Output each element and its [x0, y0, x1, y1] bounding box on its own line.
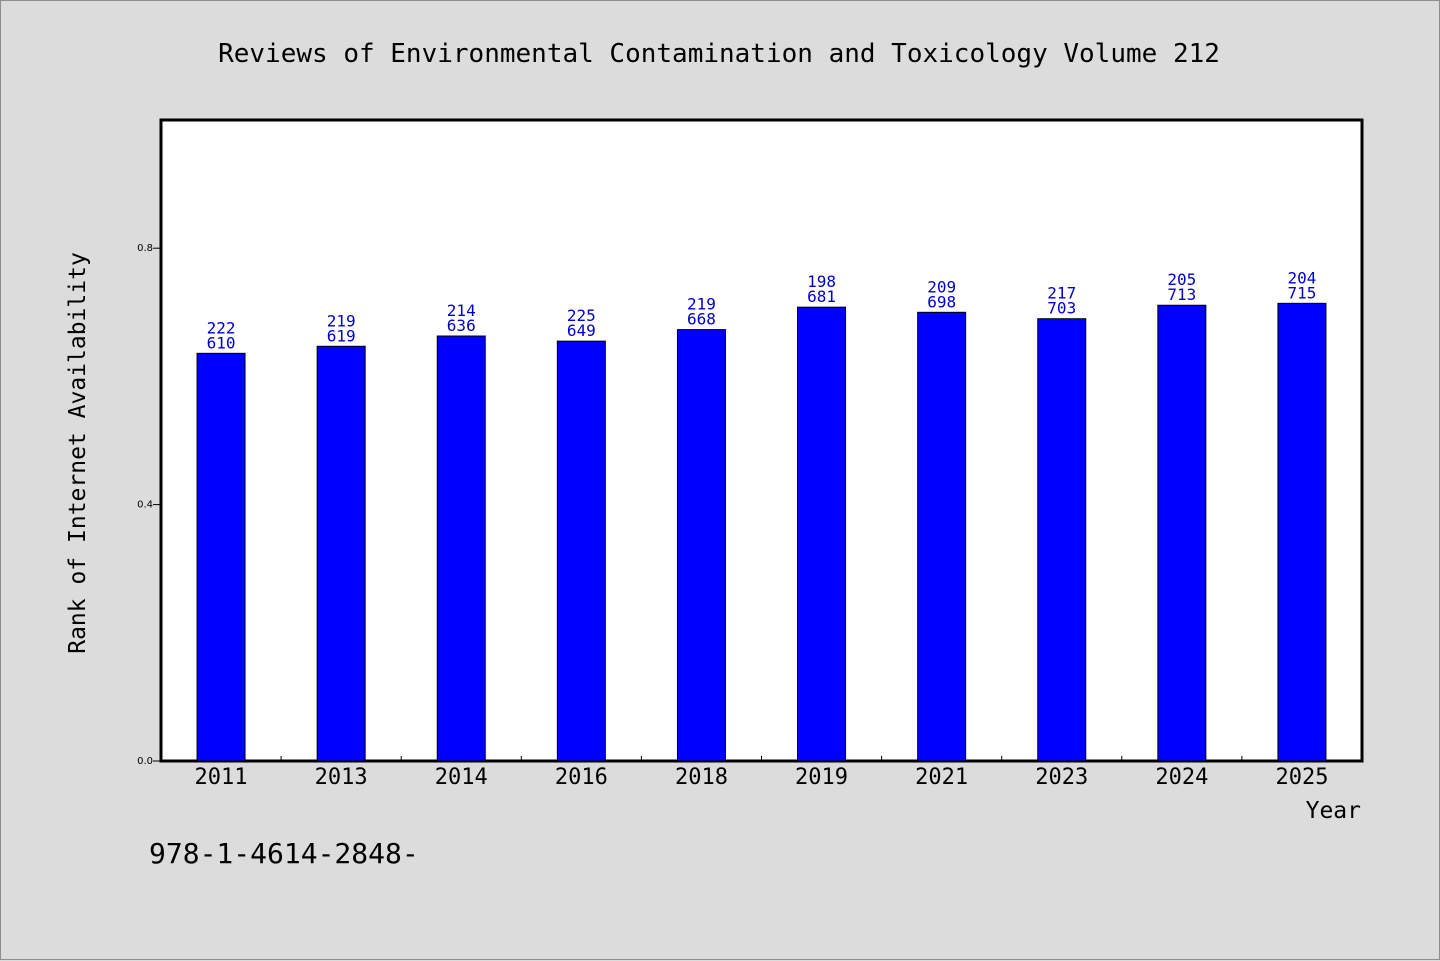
x-tick-label: 2019 — [795, 765, 848, 790]
isbn-footnote: 978-1-4614-2848- — [149, 837, 419, 870]
data-label-bottom: 713 — [1167, 285, 1196, 304]
data-label-top: 217 — [1047, 284, 1076, 303]
data-label-bottom: 619 — [327, 326, 356, 345]
data-label-bottom: 698 — [927, 292, 956, 311]
data-label-bottom: 668 — [687, 310, 716, 329]
x-tick-label: 2025 — [1275, 765, 1328, 790]
data-label-bottom: 649 — [567, 321, 596, 340]
x-tick-label: 2011 — [195, 765, 248, 790]
x-tick-label: 2023 — [1035, 765, 1088, 790]
y-axis: 0.0 0.4 0.8 — [137, 243, 161, 767]
bar — [797, 306, 847, 762]
x-axis: 2011 2013 2014 2016 2018 2019 2021 2023 2024 2025 — [195, 756, 1328, 790]
data-label-top: 219 — [327, 311, 356, 330]
bar — [1157, 304, 1207, 762]
bar — [316, 345, 366, 762]
bar — [556, 340, 606, 762]
data-label-top: 219 — [687, 295, 716, 314]
data-label-bottom: 636 — [447, 316, 476, 335]
data-label-top: 204 — [1287, 268, 1316, 287]
data-label-bottom: 610 — [207, 333, 236, 352]
data-label-bottom: 703 — [1047, 299, 1076, 318]
bar — [676, 329, 726, 762]
data-label-top: 222 — [207, 318, 236, 337]
bar — [436, 335, 486, 762]
data-label-top: 225 — [567, 306, 596, 325]
bar — [196, 352, 246, 762]
x-tick-label: 2013 — [315, 765, 368, 790]
bars — [196, 302, 1327, 762]
x-tick-label: 2016 — [555, 765, 608, 790]
data-label-top: 209 — [927, 277, 956, 296]
x-tick-label: 2024 — [1155, 765, 1208, 790]
data-label-top: 205 — [1167, 270, 1196, 289]
x-tick-label: 2014 — [435, 765, 488, 790]
x-tick-label: 2021 — [915, 765, 968, 790]
bar — [1277, 302, 1327, 762]
data-label-top: 198 — [807, 272, 836, 291]
y-axis-title: Rank of Internet Availability — [65, 252, 91, 654]
y-tick-label: 0.4 — [137, 500, 153, 511]
bar — [1037, 318, 1087, 762]
chart-title: Reviews of Environmental Contamination a… — [218, 39, 1220, 69]
x-axis-title: Year — [1306, 798, 1361, 824]
data-label-top: 214 — [447, 301, 476, 320]
x-tick-label: 2018 — [675, 765, 728, 790]
data-label-bottom: 715 — [1287, 283, 1316, 302]
y-tick-label: 0.0 — [137, 756, 153, 767]
bar — [917, 311, 967, 762]
data-labels: 2226102196192146362256492196681986812096… — [207, 268, 1317, 352]
data-label-bottom: 681 — [807, 287, 836, 306]
y-tick-label: 0.8 — [137, 243, 153, 254]
